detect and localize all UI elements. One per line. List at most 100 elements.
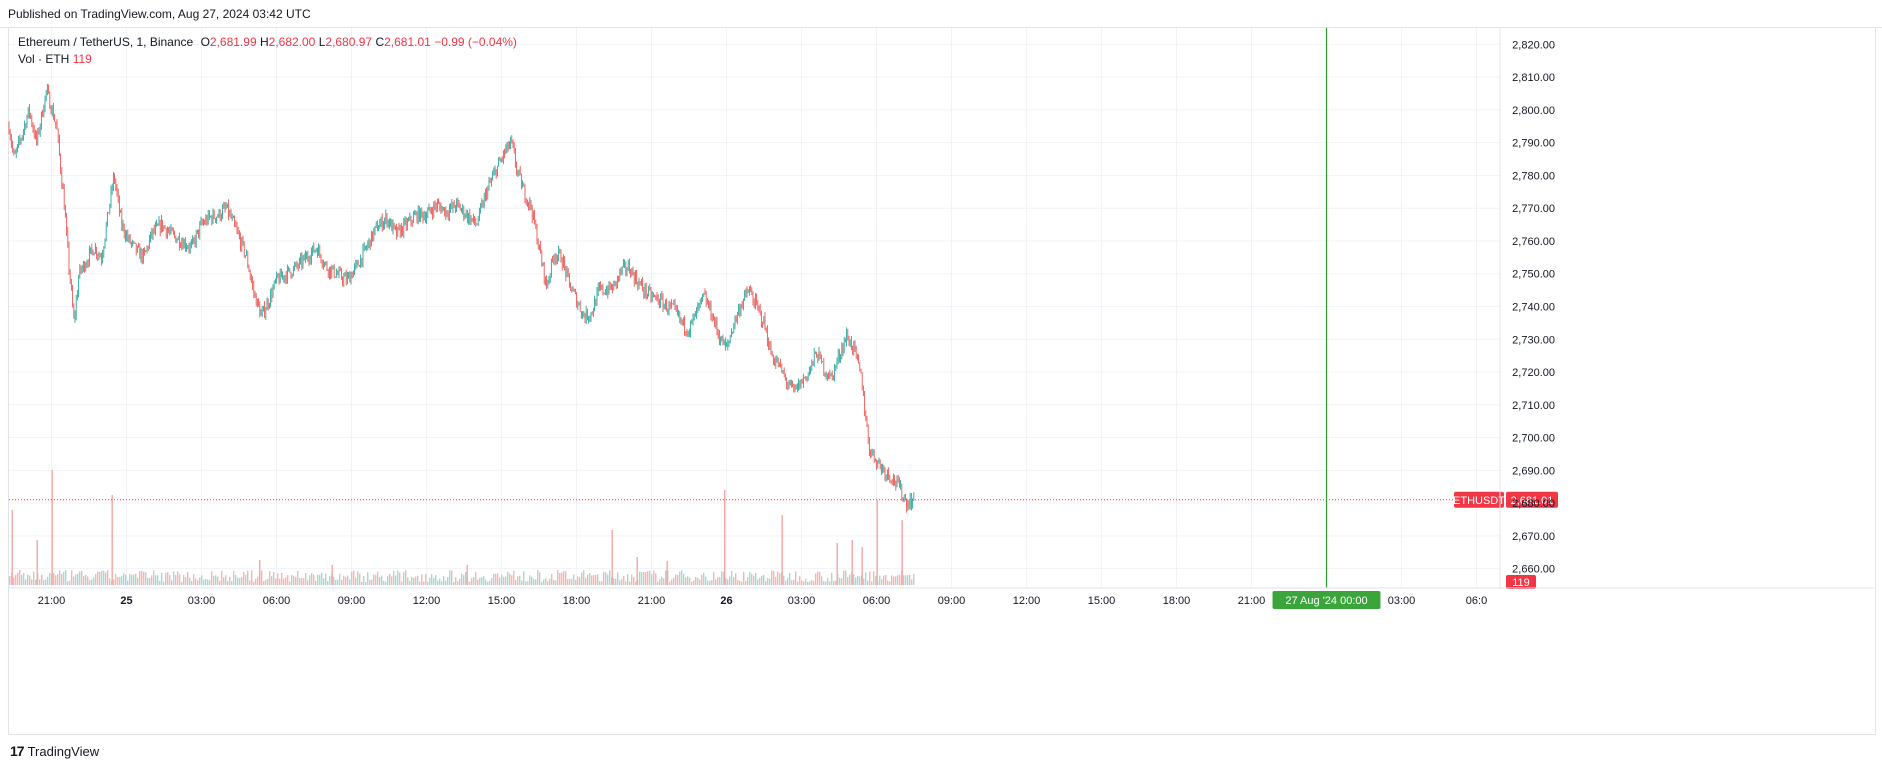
volume-bar bbox=[31, 579, 33, 585]
volume-bar bbox=[345, 576, 347, 585]
volume-bar bbox=[81, 570, 83, 585]
volume-bar bbox=[93, 577, 95, 585]
volume-bar bbox=[511, 575, 513, 585]
volume-bar bbox=[881, 579, 883, 585]
volume-bar bbox=[359, 573, 361, 585]
volume-bar bbox=[39, 579, 41, 585]
symbol-tag-bg bbox=[1454, 491, 1504, 508]
y-tick-label: 2,730.00 bbox=[1512, 334, 1555, 346]
volume-bar bbox=[731, 571, 733, 585]
volume-bar bbox=[97, 571, 99, 585]
volume-bar bbox=[165, 572, 167, 585]
volume-bar bbox=[761, 575, 763, 585]
chart-frame[interactable] bbox=[8, 27, 1876, 735]
volume-bar bbox=[811, 579, 813, 585]
volume-bar bbox=[399, 572, 401, 585]
volume-bar bbox=[561, 572, 563, 585]
volume-bar bbox=[515, 580, 517, 585]
volume-bar bbox=[283, 578, 285, 585]
volume-bar bbox=[79, 571, 81, 585]
volume-bar bbox=[879, 575, 881, 585]
y-tick-label: 2,810.00 bbox=[1512, 72, 1555, 84]
volume-bar bbox=[173, 571, 175, 585]
volume-bar bbox=[777, 571, 779, 585]
volume-bar bbox=[539, 572, 541, 585]
volume-bar bbox=[445, 580, 447, 585]
volume-bar bbox=[337, 579, 339, 585]
volume-spike bbox=[111, 495, 113, 585]
volume-bar bbox=[199, 577, 201, 585]
x-tick-label: 06:00 bbox=[863, 595, 891, 607]
volume-bar bbox=[563, 570, 565, 585]
volume-bar bbox=[557, 570, 559, 585]
volume-bar bbox=[201, 575, 203, 585]
volume-bar bbox=[573, 574, 575, 585]
volume-bar bbox=[377, 571, 379, 585]
volume-bar bbox=[723, 571, 725, 585]
volume-bar bbox=[735, 573, 737, 585]
volume-bar bbox=[65, 570, 67, 585]
volume-bar bbox=[711, 580, 713, 585]
volume-bar bbox=[727, 579, 729, 585]
volume-bar bbox=[17, 572, 19, 585]
price-tag-bg bbox=[1506, 491, 1558, 508]
volume-bar bbox=[609, 570, 611, 585]
volume-bar bbox=[29, 575, 31, 585]
low-label: L bbox=[318, 35, 326, 49]
volume-bar bbox=[671, 579, 673, 585]
volume-bar bbox=[831, 572, 833, 585]
volume-bar bbox=[247, 570, 249, 585]
brand-label: TradingView bbox=[27, 743, 100, 759]
volume-bar bbox=[27, 574, 29, 585]
volume-bar bbox=[41, 574, 43, 585]
volume-bar bbox=[647, 571, 649, 585]
volume-bar bbox=[287, 575, 289, 585]
volume-spike bbox=[781, 515, 783, 585]
volume-spike bbox=[836, 543, 838, 585]
volume-bar bbox=[659, 579, 661, 585]
volume-bar bbox=[295, 576, 297, 585]
volume-bar bbox=[705, 576, 707, 585]
volume-bar bbox=[153, 570, 155, 585]
volume-bar bbox=[281, 572, 283, 585]
volume-bar bbox=[513, 570, 515, 585]
symbol-title[interactable]: Ethereum / TetherUS, 1, Binance bbox=[18, 35, 194, 49]
y-tick-label: 2,740.00 bbox=[1512, 302, 1555, 314]
volume-bar bbox=[83, 576, 85, 585]
volume-bar bbox=[427, 581, 429, 585]
footer-brand[interactable]: 17 TradingView bbox=[10, 743, 99, 759]
volume-value: 119 bbox=[72, 52, 92, 66]
volume-bar bbox=[521, 580, 523, 585]
volume-bar bbox=[599, 581, 601, 585]
volume-bar bbox=[327, 581, 329, 585]
volume-bar bbox=[365, 581, 367, 585]
volume-bar bbox=[175, 575, 177, 585]
volume-bar bbox=[289, 581, 291, 585]
volume-bar bbox=[843, 570, 845, 585]
y-tick-label: 2,700.00 bbox=[1512, 433, 1555, 445]
volume-bar bbox=[47, 576, 49, 585]
volume-bar bbox=[123, 573, 125, 585]
y-tick-label: 2,770.00 bbox=[1512, 203, 1555, 215]
volume-bar bbox=[699, 579, 701, 585]
volume-bar bbox=[449, 570, 451, 585]
volume-bar bbox=[463, 575, 465, 585]
volume-bar bbox=[261, 570, 263, 585]
volume-bar bbox=[613, 578, 615, 585]
volume-bar bbox=[695, 577, 697, 585]
volume-bar bbox=[653, 570, 655, 585]
volume-bar bbox=[179, 574, 181, 585]
volume-bar bbox=[855, 577, 857, 585]
volume-label[interactable]: Vol · ETH bbox=[18, 52, 70, 66]
volume-bar bbox=[533, 579, 535, 585]
published-label: Published on TradingView.com, Aug 27, 20… bbox=[8, 7, 311, 21]
volume-bar bbox=[633, 577, 635, 585]
volume-bar bbox=[407, 577, 409, 585]
volume-bar bbox=[575, 579, 577, 585]
volume-bar bbox=[213, 575, 215, 585]
volume-bar bbox=[873, 571, 875, 585]
volume-bar bbox=[835, 580, 837, 585]
volume-bar bbox=[507, 571, 509, 585]
volume-bar bbox=[685, 577, 687, 585]
